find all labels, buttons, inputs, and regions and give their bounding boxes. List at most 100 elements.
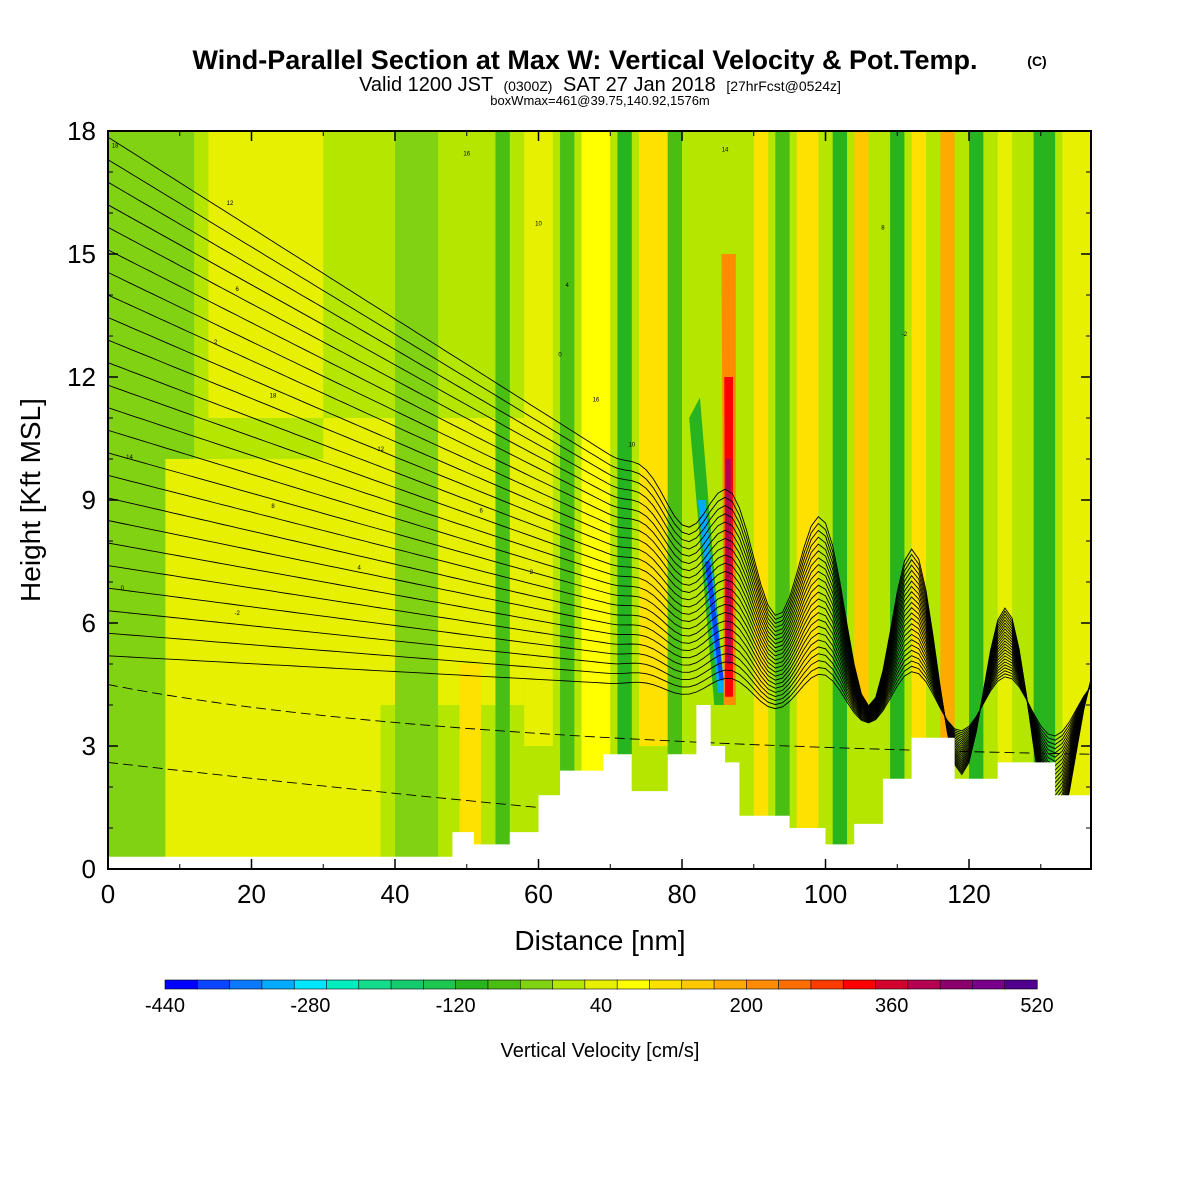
contour-label: 2 [214,340,218,346]
colorbar-swatch [229,979,263,990]
colorbar-swatch [842,979,877,990]
plot-area: 18 16 14 12 10 8 6 4 2 0 -2 18 16 14 12 10 8 6 4 2 0 -2 [108,131,1091,869]
colorbar-swatch [584,979,618,990]
velocity-band [753,131,769,869]
colorbar-swatch [261,979,295,990]
isentrope [108,339,1091,797]
chart-subtitle2: boxWmax=461@39.75,140.92,1576m [490,93,710,108]
isentrope [108,610,1091,746]
y-tick-label: 3 [82,731,96,761]
isentrope [108,294,1091,805]
contour-label: 4 [357,566,361,572]
x-tick-label: 20 [237,879,266,909]
colorbar-tick-label: -120 [436,995,476,1017]
contour-label: 18 [270,394,277,400]
velocity-band [617,131,632,869]
x-tick-label: 120 [947,879,990,909]
velocity-band [667,131,683,869]
y-tick-label: 18 [67,116,96,146]
velocity-band [796,131,819,869]
contour-label: 16 [593,398,600,404]
colorbar-tick-label: 200 [730,995,763,1017]
y-tick-label: 0 [82,854,96,884]
colorbar-swatch [972,979,1006,990]
chart-subtitle: Valid 1200 JST (0300Z) SAT 27 Jan 2018 [… [359,74,841,96]
contour-label: 12 [227,201,234,207]
x-tick-label: 40 [381,879,410,909]
colorbar-swatch [939,979,974,990]
isentrope [108,632,1091,741]
velocity-field [108,131,1091,869]
isentrope [108,362,1091,792]
isentrope [108,159,1091,831]
velocity-band [832,131,848,869]
subtitle-date: SAT 27 Jan 2018 [563,74,716,96]
colorbar-swatch [907,979,941,990]
x-tick-label: 60 [524,879,553,909]
contour-label: 2 [530,570,534,576]
subtitle-forecast: [27hrFcst@0524z] [726,78,841,94]
colorbar-swatch [455,979,489,990]
velocity-band [854,131,869,705]
colorbar-swatch [681,979,715,990]
subtitle-utc: (0300Z) [503,78,552,94]
x-tick-label: 100 [804,879,847,909]
colorbar-swatch [358,979,392,990]
isentrope-dashed [108,761,539,808]
isentrope [108,497,1091,767]
y-tick-label: 9 [82,485,96,515]
contour-label: 0 [558,353,562,359]
isentrope [108,136,1091,835]
isentrope [108,655,1091,737]
isentrope [108,565,1091,754]
colorbar-swatch [390,979,424,990]
terrain [108,705,1091,869]
velocity-band [890,131,905,869]
isentrope [108,407,1091,784]
contour-label: 10 [628,443,635,449]
x-axis: 0 20 40 60 80 100 120 [101,131,1042,909]
isentrope [108,587,1091,750]
contour-label: 14 [126,455,133,461]
velocity-band [560,131,575,869]
velocity-band [997,131,1013,869]
colorbar-swatch [197,979,231,990]
colorbar-swatch [423,979,457,990]
colorbar-swatch [778,979,812,990]
colorbar: -440 -280 -120 40 200 360 520 [145,979,1054,1017]
contour-label: -2 [902,332,908,338]
chart-title: Wind-Parallel Section at Max W: Vertical… [193,45,978,75]
colorbar-label: Vertical Velocity [cm/s] [501,1040,700,1062]
isentrope [108,520,1091,763]
isentrope [108,452,1091,775]
isentrope [108,181,1091,826]
contour-label: 18 [112,143,119,149]
subtitle-valid: Valid 1200 JST [359,74,493,96]
x-axis-label: Distance [nm] [514,925,685,956]
colorbar-swatch [326,979,360,990]
colorbar-swatch [713,979,747,990]
colorbar-tick-label: 40 [590,995,612,1017]
y-tick-label: 15 [67,239,96,269]
title-copyright-mark: (C) [1027,53,1046,69]
colorbar-swatch [293,979,328,990]
contour-label: 10 [535,221,542,227]
colorbar-swatch [164,979,198,990]
x-tick-label: 0 [101,879,115,909]
isentrope [108,204,1091,822]
velocity-band [395,131,439,869]
colorbar-swatch [487,979,521,990]
isentrope [108,317,1091,801]
colorbar-swatch [519,979,554,990]
isentrope [108,542,1091,758]
velocity-band [581,131,611,787]
velocity-band [969,131,984,869]
contour-label: 6 [235,287,239,293]
colorbar-tick-label: 520 [1020,995,1053,1017]
colorbar-swatch [1004,979,1038,990]
colorbar-swatch [616,979,651,990]
colorbar-tick-label: 360 [875,995,908,1017]
contour-labels: 18 16 14 12 10 8 6 4 2 0 -2 18 16 14 12 10 8 6 4 2 0 -2 [112,143,908,616]
contour-label: 8 [271,504,275,510]
x-tick-label: 80 [668,879,697,909]
